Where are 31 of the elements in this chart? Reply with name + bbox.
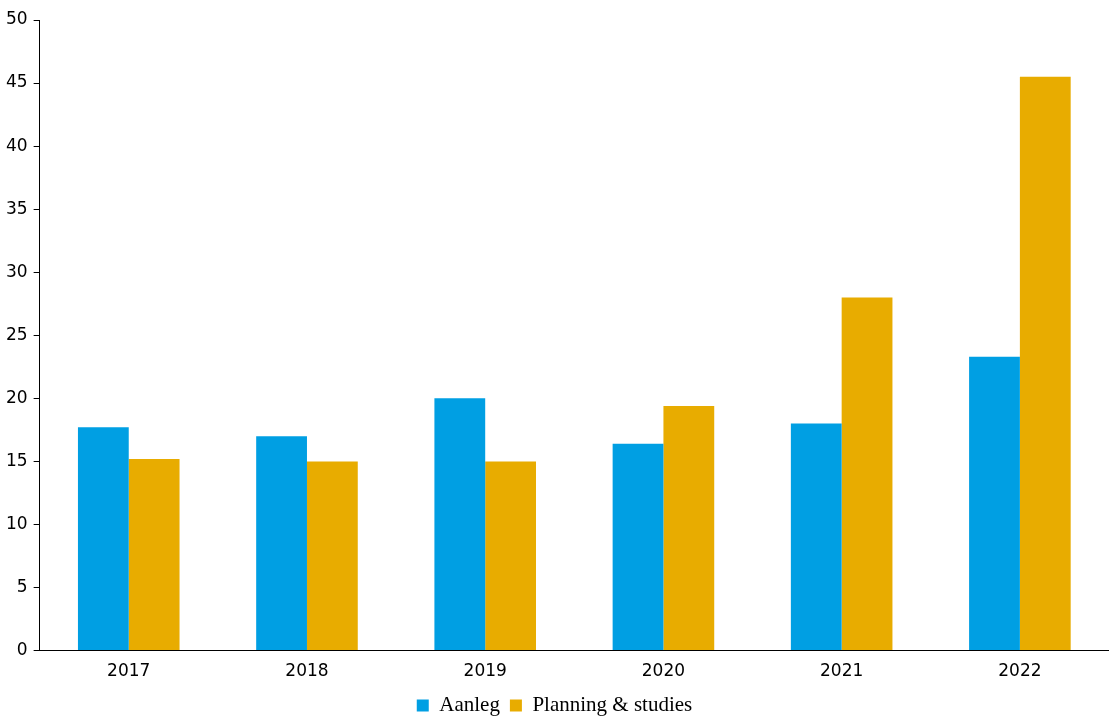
legend-label: Planning & studies: [532, 692, 693, 717]
bar: [306, 461, 358, 651]
bar: [77, 427, 129, 651]
x-tick-label: 2022: [998, 660, 1042, 681]
y-tick-label: 15: [5, 449, 28, 470]
bar: [434, 398, 486, 651]
y-tick-label: 5: [16, 575, 28, 596]
bar: [128, 458, 180, 651]
y-tick-label: 45: [5, 71, 28, 92]
y-tick-label: 35: [5, 197, 28, 218]
x-tick-label: 2020: [641, 660, 686, 681]
x-tick-label: 2017: [107, 660, 151, 681]
x-tick-label: 2019: [463, 660, 507, 681]
y-tick-label: 40: [5, 134, 28, 155]
bar: [841, 297, 893, 651]
y-tick-label: 30: [5, 260, 28, 281]
bar: [790, 423, 842, 651]
bar: [612, 443, 664, 651]
legend-label: Aanleg: [439, 692, 501, 717]
bar: [256, 436, 307, 651]
y-tick-label: 20: [5, 386, 28, 407]
bar: [485, 461, 536, 651]
bar: [663, 405, 715, 651]
y-tick-label: 50: [5, 8, 28, 29]
y-tick-label: 25: [5, 323, 28, 344]
bar: [969, 356, 1020, 651]
x-tick-label: 2018: [285, 660, 329, 681]
y-tick-label: 10: [5, 512, 28, 533]
bar: [1019, 76, 1071, 651]
x-tick-label: 2021: [820, 660, 864, 681]
y-tick-label: 0: [16, 639, 28, 660]
